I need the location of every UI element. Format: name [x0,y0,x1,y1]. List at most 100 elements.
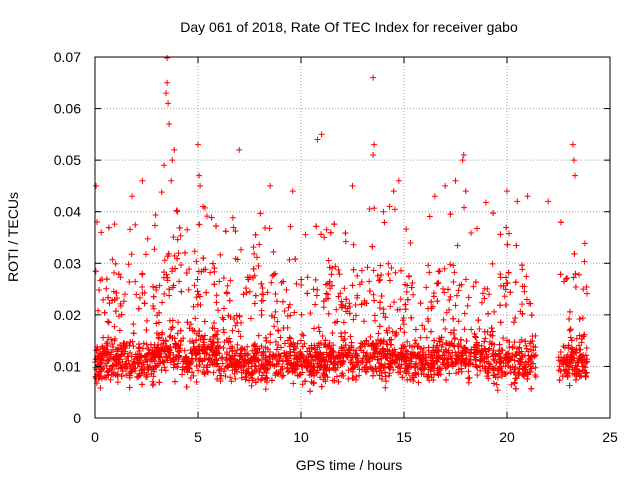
data-point [472,279,479,286]
data-point [148,370,155,377]
data-point [173,207,180,214]
data-point [465,375,472,382]
data-point [394,306,401,313]
data-point [532,372,539,379]
data-point [294,359,301,366]
data-point [262,386,269,393]
data-point [367,351,374,358]
data-point [251,250,258,257]
data-point [385,363,392,370]
data-point [263,359,270,366]
data-point [134,374,141,381]
data-point [444,361,451,368]
data-point [315,324,322,331]
data-point [260,348,267,355]
data-point [140,359,147,366]
data-point [207,338,214,345]
data-point [471,350,478,357]
data-point [382,352,389,359]
data-point [214,350,221,357]
data-point [139,381,146,388]
data-point [286,334,293,341]
data-point [532,352,539,359]
data-point [578,354,585,361]
data-point [408,314,415,321]
data-point [257,210,264,217]
data-point [213,351,220,358]
data-point [474,347,481,354]
data-point [582,352,589,359]
data-point [222,373,229,380]
data-point [317,231,324,238]
data-point [118,311,125,318]
data-point [358,301,365,308]
data-point [445,286,452,293]
data-point [193,347,200,354]
data-point [163,90,170,97]
data-point [259,285,266,292]
data-point [158,189,165,196]
data-point [176,224,183,231]
data-point [251,358,258,365]
data-point [151,222,158,229]
data-point [383,327,390,334]
data-point [178,288,185,295]
data-point [272,338,279,345]
data-point [139,283,146,290]
data-point [190,339,197,346]
data-point [128,251,135,258]
data-point [199,346,206,353]
data-point [443,376,450,383]
data-point [158,331,165,338]
data-point [162,367,169,374]
data-point [314,136,321,143]
x-tick-label: 0 [91,429,99,445]
data-point [564,274,571,281]
data-point [143,317,150,324]
data-point [371,141,378,148]
data-point [312,346,319,353]
y-tick-label: 0.03 [54,255,81,271]
data-point [482,335,489,342]
data-point [300,332,307,339]
data-point [374,356,381,363]
data-point [557,271,564,278]
data-point [311,379,318,386]
data-point [237,353,244,360]
data-point [273,361,280,368]
data-point [403,347,410,354]
data-point [152,363,159,370]
data-point [338,333,345,340]
data-point [409,279,416,286]
data-point [117,300,124,307]
data-point [377,262,384,269]
data-point [112,371,119,378]
data-point [369,354,376,361]
data-point [460,151,467,158]
data-point [371,205,378,212]
data-point [126,372,133,379]
data-point [200,336,207,343]
data-point [213,292,220,299]
data-point [446,306,453,313]
data-point [419,349,426,356]
data-point [156,309,163,316]
data-point [505,269,512,276]
data-point [381,361,388,368]
data-point [397,369,404,376]
data-point [349,354,356,361]
data-point [400,314,407,321]
data-point [524,193,531,200]
data-point [465,294,472,301]
data-point [446,297,453,304]
data-point [121,291,128,298]
data-point [431,193,438,200]
data-point [256,241,263,248]
data-point [440,359,447,366]
data-point [92,268,99,275]
data-point [582,373,589,380]
data-point [361,318,368,325]
data-point [386,277,393,284]
data-point [512,375,519,382]
data-point [159,346,166,352]
